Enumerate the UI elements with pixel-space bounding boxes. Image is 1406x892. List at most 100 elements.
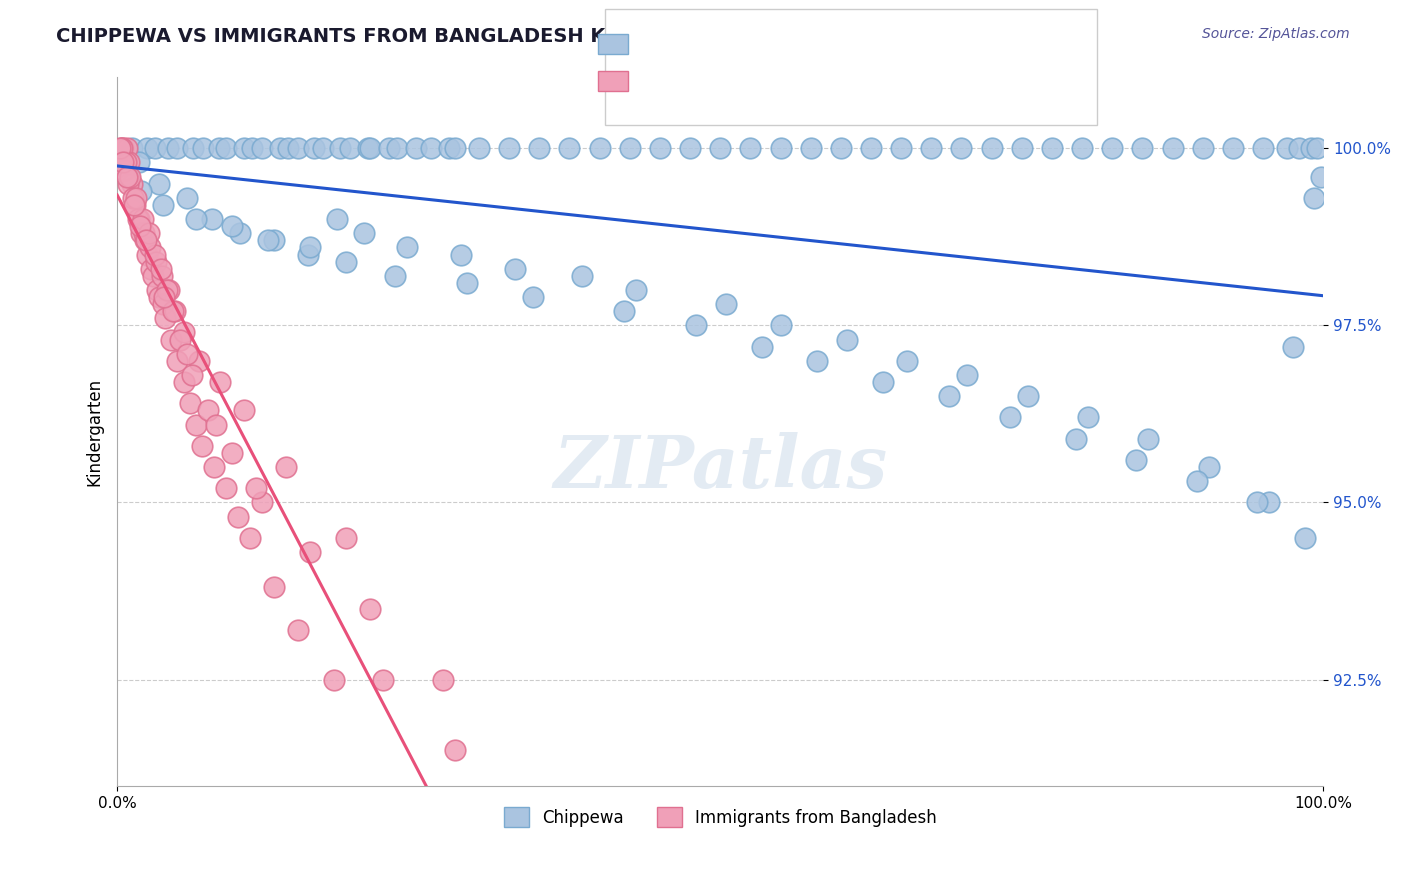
Point — [122, 191, 145, 205]
Point — [1137, 432, 1160, 446]
Point — [1306, 141, 1329, 155]
Point — [432, 673, 454, 687]
Text: ZIPatlas: ZIPatlas — [553, 432, 887, 502]
Point — [1258, 495, 1281, 509]
Point — [118, 169, 141, 184]
Point — [131, 212, 153, 227]
Point — [201, 212, 224, 227]
Point — [872, 375, 894, 389]
Point — [679, 141, 702, 155]
Point — [120, 169, 142, 184]
Point — [124, 198, 146, 212]
Point — [1161, 141, 1184, 155]
Point — [110, 141, 132, 155]
Point — [143, 247, 166, 261]
Point — [134, 233, 156, 247]
Point — [588, 141, 610, 155]
Point — [450, 247, 472, 261]
Point — [148, 290, 170, 304]
Point — [115, 141, 138, 155]
Point — [716, 297, 738, 311]
Point — [339, 141, 361, 155]
Point — [1101, 141, 1123, 155]
Point — [1198, 460, 1220, 475]
Point — [190, 439, 212, 453]
Point — [131, 227, 153, 241]
Point — [132, 227, 155, 241]
Point — [108, 141, 131, 155]
Point — [299, 545, 322, 559]
Point — [297, 247, 319, 261]
Point — [456, 276, 478, 290]
Point — [890, 141, 912, 155]
Point — [245, 481, 267, 495]
Point — [181, 368, 204, 382]
Point — [139, 240, 162, 254]
Point — [1185, 474, 1208, 488]
Point — [830, 141, 852, 155]
Point — [1011, 141, 1033, 155]
Point — [184, 417, 207, 432]
Point — [153, 290, 176, 304]
Point — [112, 162, 135, 177]
Point — [998, 410, 1021, 425]
Text: 106: 106 — [830, 43, 868, 61]
Point — [335, 254, 357, 268]
Point — [173, 326, 195, 340]
Point — [709, 141, 731, 155]
Point — [956, 368, 979, 382]
Point — [980, 141, 1002, 155]
Point — [1017, 389, 1039, 403]
Point — [1222, 141, 1244, 155]
Point — [226, 509, 249, 524]
Point — [444, 743, 467, 757]
Point — [437, 141, 460, 155]
Point — [1309, 169, 1331, 184]
Text: N =: N = — [773, 80, 813, 98]
Point — [1282, 340, 1305, 354]
Point — [444, 141, 467, 155]
Point — [648, 141, 671, 155]
Point — [1071, 141, 1094, 155]
Point — [329, 141, 352, 155]
Point — [191, 141, 214, 155]
Point — [112, 155, 135, 169]
Point — [181, 141, 204, 155]
Point — [359, 141, 381, 155]
Point — [112, 162, 135, 177]
Text: 76: 76 — [830, 80, 855, 98]
Point — [221, 219, 243, 234]
Legend: Chippewa, Immigrants from Bangladesh: Chippewa, Immigrants from Bangladesh — [496, 800, 943, 834]
Point — [114, 155, 136, 169]
Point — [323, 673, 346, 687]
Point — [1301, 141, 1323, 155]
Point — [920, 141, 942, 155]
Point — [405, 141, 427, 155]
Point — [835, 333, 858, 347]
Point — [250, 141, 273, 155]
Point — [1275, 141, 1298, 155]
Point — [613, 304, 636, 318]
Point — [232, 141, 254, 155]
Point — [1077, 410, 1099, 425]
Point — [207, 141, 229, 155]
Point — [121, 141, 143, 155]
Point — [385, 141, 408, 155]
Point — [229, 227, 252, 241]
Point — [1125, 453, 1147, 467]
Text: R =: R = — [633, 80, 672, 98]
Point — [503, 261, 526, 276]
Point — [468, 141, 491, 155]
Y-axis label: Kindergarten: Kindergarten — [86, 377, 103, 485]
Point — [353, 227, 375, 241]
Point — [335, 531, 357, 545]
Point — [197, 403, 219, 417]
Point — [148, 177, 170, 191]
Point — [263, 233, 285, 247]
Point — [359, 601, 381, 615]
Point — [769, 318, 792, 333]
Point — [377, 141, 399, 155]
Point — [312, 141, 335, 155]
Text: N =: N = — [773, 43, 813, 61]
Point — [215, 481, 238, 495]
